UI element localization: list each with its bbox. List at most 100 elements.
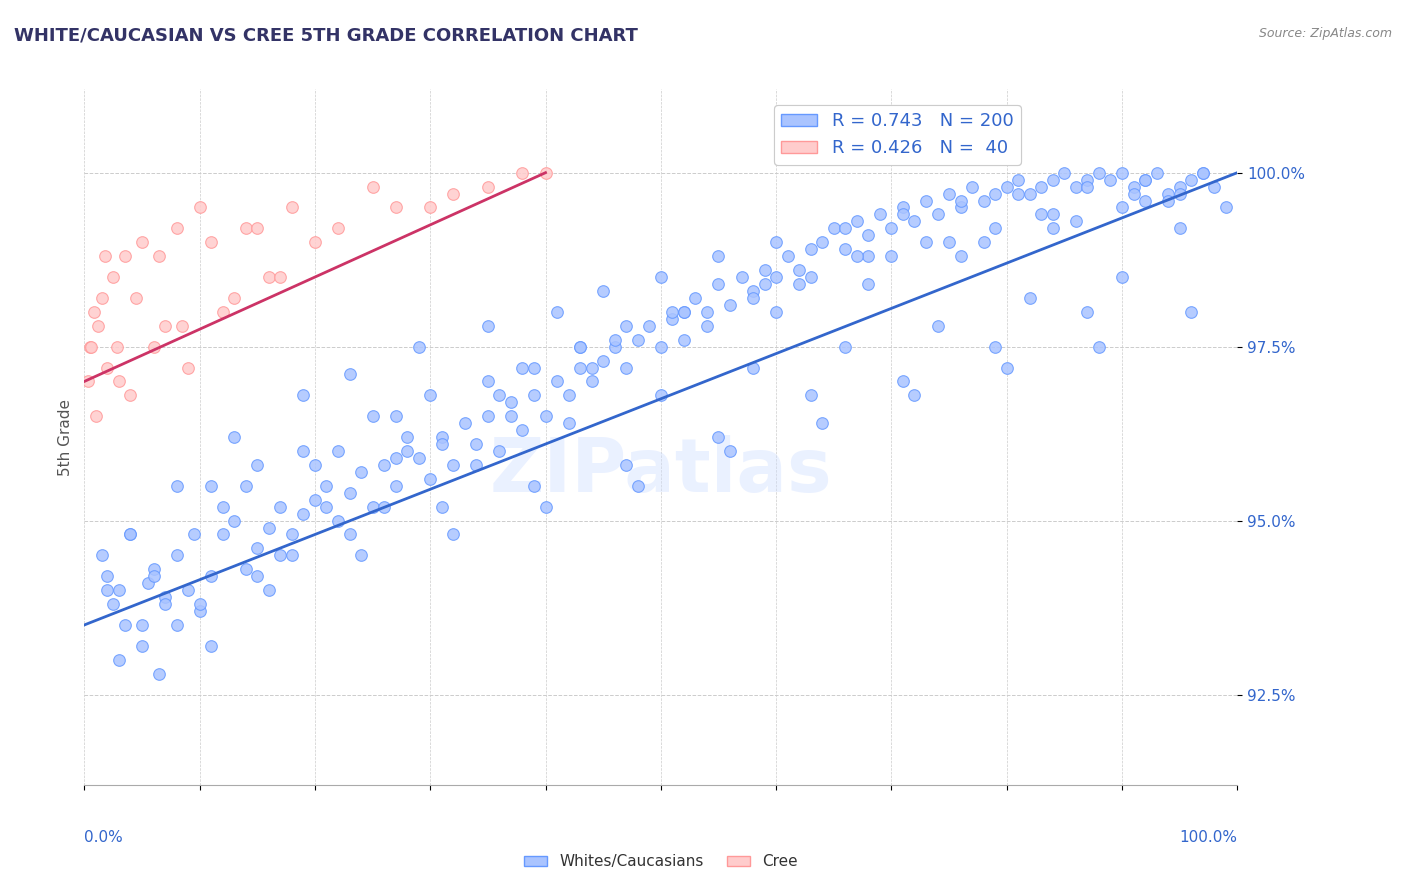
Point [858, 277, 880, 291]
Point [949, 201, 972, 215]
Point [166, 479, 188, 493]
Point [396, 430, 419, 444]
Point [339, 368, 361, 382]
Point [1122, 179, 1144, 194]
Point [754, 277, 776, 291]
Point [257, 270, 280, 285]
Point [1111, 166, 1133, 180]
Point [76, 375, 98, 389]
Point [672, 333, 695, 347]
Point [915, 235, 938, 250]
Point [257, 520, 280, 534]
Point [269, 270, 291, 285]
Point [384, 409, 406, 424]
Text: 100.0%: 100.0% [1180, 830, 1237, 845]
Point [1031, 207, 1053, 221]
Point [765, 305, 787, 319]
Point [148, 249, 170, 263]
Point [742, 284, 765, 298]
Point [326, 514, 349, 528]
Point [477, 179, 499, 194]
Point [742, 360, 765, 375]
Point [834, 242, 856, 256]
Point [200, 479, 222, 493]
Point [1215, 201, 1237, 215]
Point [512, 423, 534, 437]
Point [927, 318, 949, 333]
Point [108, 653, 131, 667]
Point [1111, 201, 1133, 215]
Point [960, 179, 983, 194]
Point [384, 201, 406, 215]
Point [1042, 221, 1064, 235]
Point [96, 583, 118, 598]
Point [1204, 179, 1226, 194]
Point [512, 166, 534, 180]
Point [148, 666, 170, 681]
Point [1133, 194, 1156, 208]
Point [373, 458, 395, 472]
Text: Source: ZipAtlas.com: Source: ZipAtlas.com [1258, 27, 1392, 40]
Point [103, 270, 124, 285]
Point [90, 549, 112, 563]
Point [834, 340, 856, 354]
Point [361, 179, 384, 194]
Point [685, 291, 707, 305]
Point [131, 235, 153, 250]
Point [166, 221, 188, 235]
Point [984, 340, 1007, 354]
Point [96, 360, 118, 375]
Point [350, 549, 373, 563]
Point [246, 569, 269, 583]
Point [880, 249, 903, 263]
Point [1064, 179, 1087, 194]
Point [823, 221, 845, 235]
Point [984, 186, 1007, 201]
Point [938, 186, 960, 201]
Point [1088, 166, 1111, 180]
Point [614, 360, 637, 375]
Point [211, 500, 233, 514]
Point [650, 340, 672, 354]
Point [153, 590, 176, 604]
Point [845, 249, 868, 263]
Point [938, 235, 960, 250]
Point [430, 500, 453, 514]
Point [891, 201, 914, 215]
Point [361, 409, 384, 424]
Point [661, 311, 683, 326]
Point [1042, 172, 1064, 186]
Point [419, 201, 441, 215]
Point [1099, 172, 1122, 186]
Point [603, 340, 626, 354]
Point [235, 562, 257, 576]
Point [408, 340, 430, 354]
Point [80, 340, 103, 354]
Point [441, 186, 464, 201]
Point [166, 549, 188, 563]
Point [1180, 305, 1202, 319]
Point [1064, 214, 1087, 228]
Point [246, 541, 269, 556]
Legend: Whites/Caucasians, Cree: Whites/Caucasians, Cree [519, 848, 803, 875]
Point [1018, 186, 1040, 201]
Point [800, 270, 823, 285]
Point [188, 201, 211, 215]
Point [650, 270, 672, 285]
Point [1076, 305, 1098, 319]
Point [304, 458, 326, 472]
Point [672, 305, 695, 319]
Point [339, 485, 361, 500]
Point [834, 221, 856, 235]
Point [153, 597, 176, 611]
Point [87, 318, 110, 333]
Point [142, 340, 165, 354]
Point [188, 597, 211, 611]
Point [1076, 179, 1098, 194]
Point [281, 527, 304, 541]
Point [776, 249, 799, 263]
Point [153, 318, 176, 333]
Point [177, 360, 200, 375]
Point [304, 492, 326, 507]
Point [114, 618, 136, 632]
